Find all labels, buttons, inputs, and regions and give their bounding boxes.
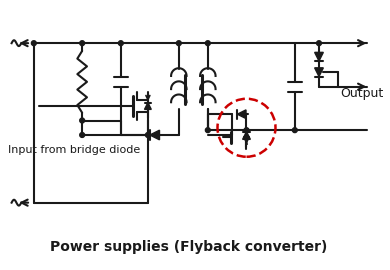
Polygon shape [150, 130, 160, 140]
Polygon shape [237, 110, 246, 119]
Circle shape [32, 41, 36, 46]
Circle shape [80, 118, 85, 123]
Circle shape [244, 128, 249, 133]
Circle shape [80, 41, 85, 46]
Circle shape [145, 133, 150, 137]
Text: Output: Output [340, 87, 383, 100]
Text: Power supplies (Flyback converter): Power supplies (Flyback converter) [50, 240, 327, 254]
Circle shape [119, 41, 123, 46]
Circle shape [80, 133, 85, 137]
Circle shape [206, 128, 210, 133]
Circle shape [292, 128, 297, 133]
Circle shape [206, 41, 210, 46]
Polygon shape [315, 52, 323, 61]
Circle shape [317, 41, 321, 46]
Polygon shape [243, 131, 250, 139]
Polygon shape [145, 103, 151, 109]
Text: Input from bridge diode: Input from bridge diode [8, 145, 140, 155]
Circle shape [176, 41, 181, 46]
Polygon shape [315, 68, 323, 76]
